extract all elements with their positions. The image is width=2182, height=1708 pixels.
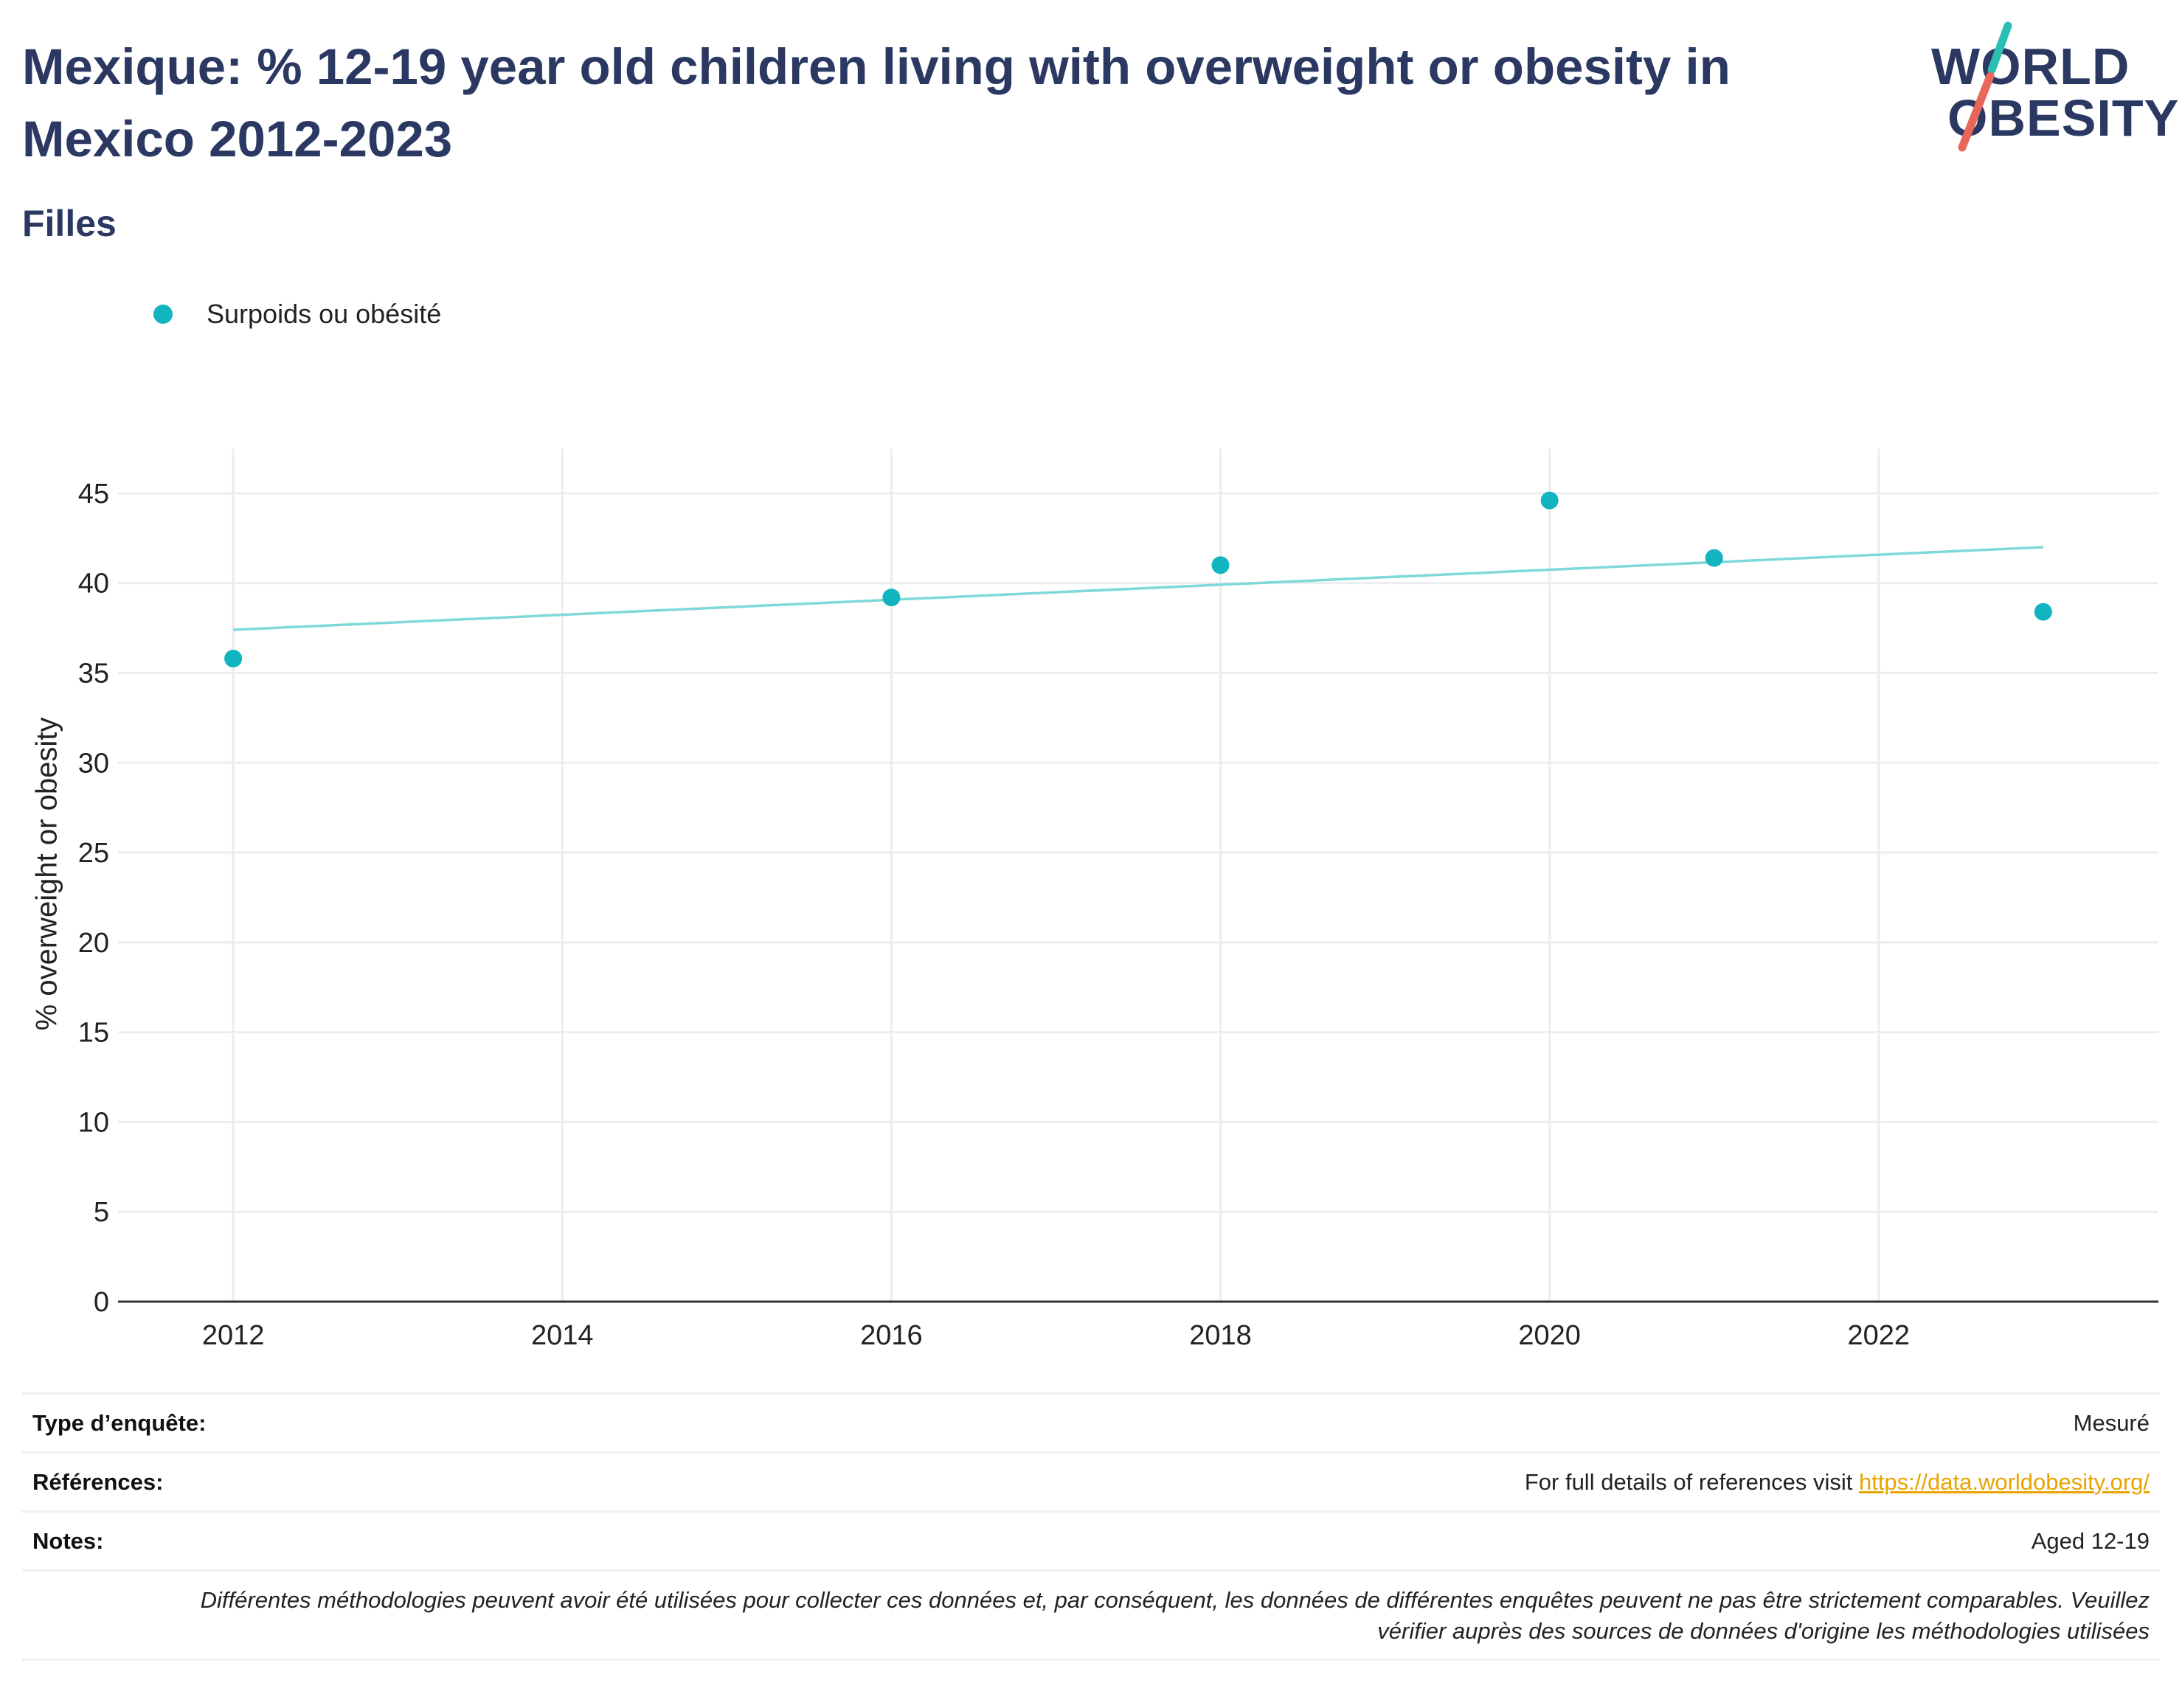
logo-slash-icon (1958, 21, 2012, 152)
data-point (2034, 603, 2052, 621)
x-tick-label: 2018 (1189, 1320, 1252, 1351)
data-point (882, 589, 901, 607)
y-tick-label: 15 (78, 1018, 109, 1049)
footer-key: Références: (32, 1468, 164, 1495)
chart-subtitle: Filles (22, 203, 117, 244)
data-point (1211, 556, 1230, 574)
y-tick-label: 5 (94, 1197, 109, 1228)
methodology-disclaimer: Différentes méthodologies peuvent avoir … (22, 1569, 2160, 1661)
footer-key: Type d’enquête: (32, 1409, 207, 1436)
references-link[interactable]: https://data.worldobesity.org/ (1858, 1468, 2150, 1495)
footer-value: For full details of references visit htt… (1525, 1469, 2150, 1496)
chart-legend: Surpoids ou obésité (153, 299, 441, 330)
data-point (1540, 491, 1559, 510)
trend-line (233, 546, 2043, 631)
y-tick-label: 35 (78, 658, 109, 689)
x-tick-label: 2012 (202, 1320, 265, 1351)
y-tick-label: 0 (94, 1287, 109, 1318)
x-tick-label: 2022 (1848, 1320, 1911, 1351)
y-tick-label: 30 (78, 748, 109, 779)
footer-value: Mesuré (2073, 1409, 2150, 1436)
y-tick-label: 10 (78, 1107, 109, 1138)
legend-marker (153, 305, 173, 324)
y-tick-label: 20 (78, 928, 109, 959)
footer-key: Notes: (32, 1527, 104, 1554)
world-obesity-logo: WORLD OBESITY (1925, 18, 2178, 159)
footer-row-notes: Notes: Aged 12-19 (22, 1510, 2160, 1569)
legend-label: Surpoids ou obésité (207, 299, 442, 329)
footer-value: Aged 12-19 (2031, 1527, 2150, 1554)
y-tick-label: 25 (78, 838, 109, 869)
scatter-plot: 0 5 10 15 20 25 30 35 40 45 2012 2014 2016 2018 2020 20… (78, 448, 2158, 1351)
chart-footer: Type d’enquête: Mesuré Références: For f… (22, 1392, 2160, 1661)
x-tick-label: 2014 (531, 1320, 594, 1351)
logo-line-2: OBESITY (1947, 89, 2180, 147)
chart-title: Mexique: % 12-19 year old children livin… (22, 38, 1731, 167)
footer-row-survey-type: Type d’enquête: Mesuré (22, 1392, 2160, 1451)
y-tick-label: 40 (78, 569, 109, 600)
logo-line-1: WORLD (1931, 38, 2130, 95)
footer-row-references: Références: For full details of referenc… (22, 1451, 2160, 1510)
x-tick-label: 2016 (860, 1320, 923, 1351)
data-point (224, 649, 243, 667)
y-tick-label: 45 (78, 479, 109, 510)
y-axis-label: % overweight or obesity (30, 717, 63, 1031)
data-point (1705, 549, 1723, 567)
references-text: For full details of references visit (1524, 1468, 1859, 1495)
x-tick-label: 2020 (1518, 1320, 1581, 1351)
